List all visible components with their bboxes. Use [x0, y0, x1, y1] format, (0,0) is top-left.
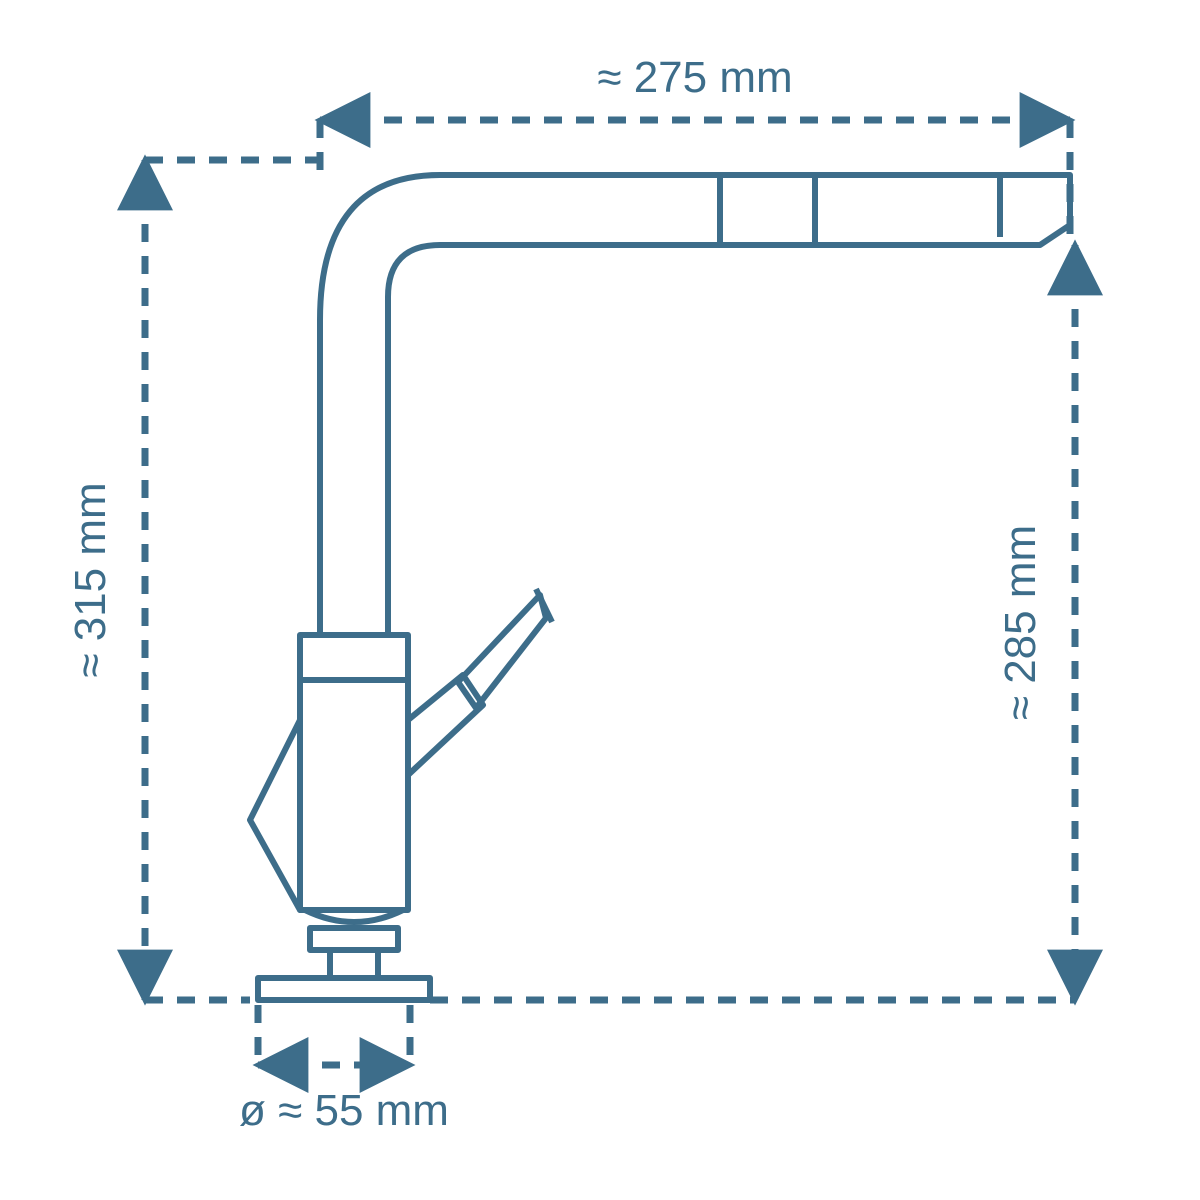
extension-lines [145, 120, 1075, 1065]
dimension-label-bottom: ø ≈ 55 mm [239, 1086, 449, 1135]
faucet-outline [250, 175, 1070, 1000]
dimension-label-left: ≈ 315 mm [66, 482, 115, 677]
dimension-lines [145, 120, 1075, 1065]
dimension-label-top: ≈ 275 mm [597, 53, 792, 102]
dimension-label-right: ≈ 285 mm [996, 525, 1045, 720]
faucet-technical-drawing: ≈ 275 mm ≈ 315 mm ≈ 285 mm ø ≈ 55 mm [0, 0, 1200, 1200]
